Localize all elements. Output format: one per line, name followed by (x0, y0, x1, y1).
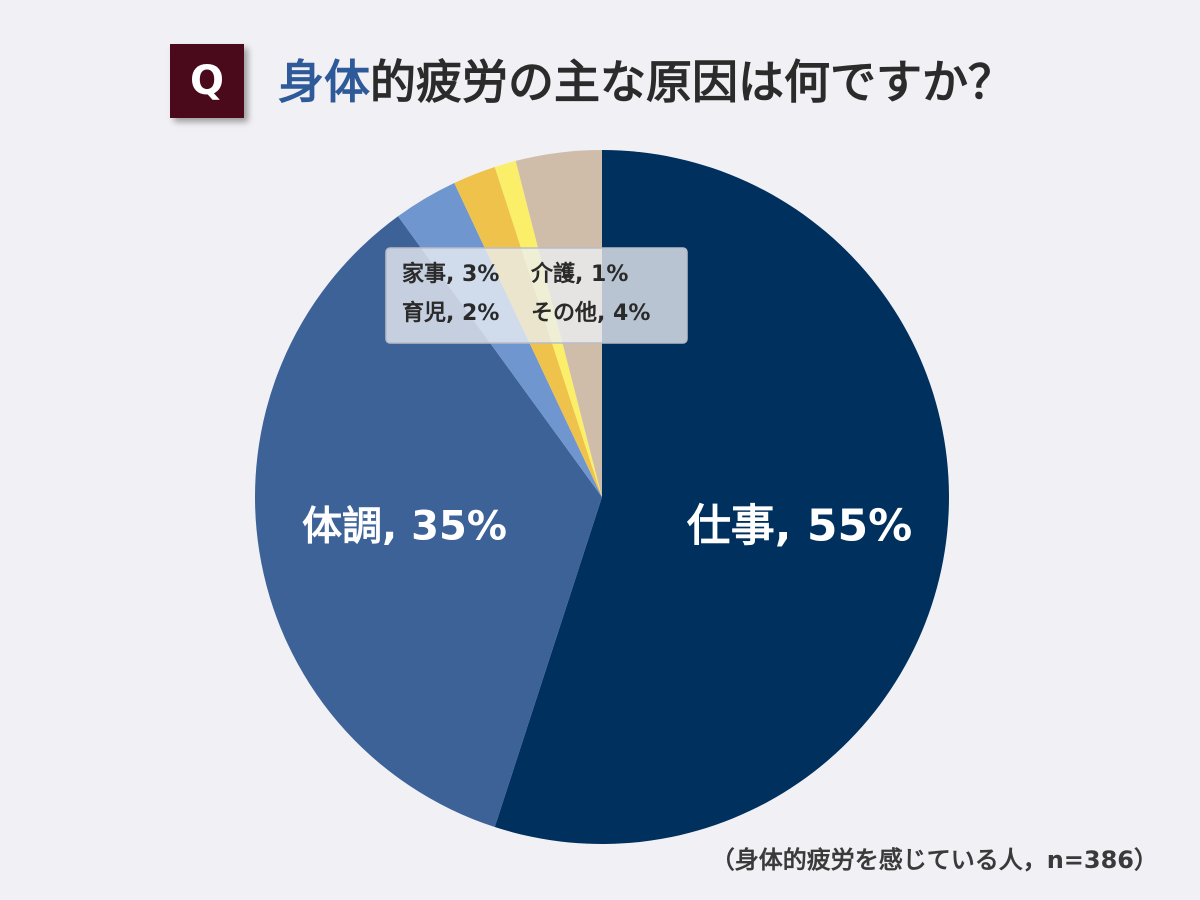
pie-labels: 仕事, 55% 体調, 35% 家事, 3% 介護, 1% 育児, 2% その他, 4% (302, 247, 912, 551)
callout-label-2-2: その他, 4% (531, 301, 650, 326)
callout-label-2-1: 育児, 2% (402, 300, 499, 326)
callout-label-1-2: 介護, 1% (530, 261, 628, 287)
question-badge: Q (170, 44, 244, 118)
title-highlight: 身体 (278, 55, 370, 109)
sample-note: （身体的疲労を感じている人，n=386） (710, 846, 1158, 874)
slice-label-1: 仕事, 55% (687, 500, 912, 551)
callout-label-1-1: 家事, 3% (402, 261, 499, 287)
pie-slice-2 (254, 216, 602, 828)
title-rest: 的疲労の主な原因は何ですか？ (370, 55, 1014, 109)
chart-title: 身体的疲労の主な原因は何ですか？ (278, 50, 1014, 114)
small-slices-callout (385, 247, 688, 344)
slice-label-2: 体調, 35% (302, 503, 507, 549)
